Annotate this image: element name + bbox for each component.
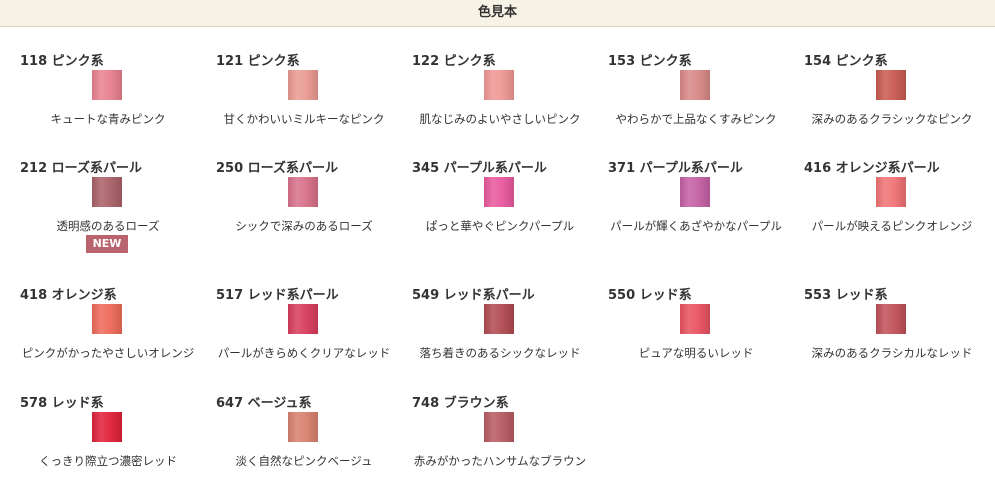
color-label: 345 パープル系パール bbox=[412, 161, 547, 176]
color-swatch bbox=[92, 177, 122, 207]
color-description: 透明感のあるローズ bbox=[56, 219, 160, 233]
color-label: 121 ピンク系 bbox=[216, 54, 300, 69]
color-swatch bbox=[876, 70, 906, 100]
color-label: 517 レッド系パール bbox=[216, 288, 339, 303]
new-badge: NEW bbox=[86, 235, 128, 253]
color-description: ピンクがかったやさしいオレンジ bbox=[21, 346, 195, 360]
color-swatch bbox=[92, 412, 122, 442]
color-swatch bbox=[288, 177, 318, 207]
color-swatch bbox=[484, 304, 514, 334]
color-description: キュートな青みピンク bbox=[50, 112, 166, 126]
color-label: 122 ピンク系 bbox=[412, 54, 496, 69]
color-swatch bbox=[876, 177, 906, 207]
color-description: シックで深みのあるローズ bbox=[235, 219, 373, 233]
color-description: くっきり際立つ濃密レッド bbox=[39, 454, 177, 468]
color-swatch bbox=[680, 177, 710, 207]
color-description: ピュアな明るいレッド bbox=[638, 346, 754, 360]
color-description: 肌なじみのよいやさしいピンク bbox=[419, 112, 581, 126]
color-swatch bbox=[484, 412, 514, 442]
color-item: 154 ピンク系深みのあるクラシックなピンク bbox=[794, 50, 990, 150]
color-swatch bbox=[680, 70, 710, 100]
color-description: パールが映えるピンクオレンジ bbox=[811, 219, 973, 233]
color-swatch bbox=[288, 304, 318, 334]
color-description: パールが輝くあざやかなパープル bbox=[610, 219, 782, 233]
color-item: 153 ピンク系やわらかで上品なくすみピンク bbox=[598, 50, 794, 150]
color-swatch bbox=[876, 304, 906, 334]
color-description: やわらかで上品なくすみピンク bbox=[615, 112, 777, 126]
color-label: 748 ブラウン系 bbox=[412, 396, 509, 411]
color-item: 371 パープル系パールパールが輝くあざやかなパープル bbox=[598, 157, 794, 257]
color-item: 553 レッド系深みのあるクラシカルなレッド bbox=[794, 284, 990, 384]
color-label: 549 レッド系パール bbox=[412, 288, 535, 303]
color-label: 153 ピンク系 bbox=[608, 54, 692, 69]
color-description: 赤みがかったハンサムなブラウン bbox=[413, 454, 587, 468]
color-label: 250 ローズ系パール bbox=[216, 161, 339, 176]
color-item: 550 レッド系ピュアな明るいレッド bbox=[598, 284, 794, 384]
color-item: 418 オレンジ系ピンクがかったやさしいオレンジ bbox=[10, 284, 206, 384]
header-title: 色見本 bbox=[0, 0, 995, 27]
color-label: 418 オレンジ系 bbox=[20, 288, 117, 303]
color-label: 118 ピンク系 bbox=[20, 54, 104, 69]
color-description: 深みのあるクラシックなピンク bbox=[811, 112, 973, 126]
color-description: 甘くかわいいミルキーなピンク bbox=[223, 112, 385, 126]
color-description: 深みのあるクラシカルなレッド bbox=[811, 346, 973, 360]
color-description: パールがきらめくクリアなレッド bbox=[217, 346, 391, 360]
color-item: 549 レッド系パール落ち着きのあるシックなレッド bbox=[402, 284, 598, 384]
color-description: 淡く自然なピンクベージュ bbox=[235, 454, 373, 468]
color-label: 212 ローズ系パール bbox=[20, 161, 143, 176]
color-swatch bbox=[484, 177, 514, 207]
color-label: 416 オレンジ系パール bbox=[804, 161, 940, 176]
color-item: 212 ローズ系パール透明感のあるローズ NEW bbox=[10, 157, 206, 257]
color-description: 落ち着きのあるシックなレッド bbox=[419, 346, 581, 360]
color-swatch bbox=[92, 70, 122, 100]
color-item: 647 ベージュ系淡く自然なピンクベージュ bbox=[206, 392, 402, 492]
color-item: 416 オレンジ系パールパールが映えるピンクオレンジ bbox=[794, 157, 990, 257]
color-swatch bbox=[288, 412, 318, 442]
color-label: 553 レッド系 bbox=[804, 288, 888, 303]
color-item: 578 レッド系くっきり際立つ濃密レッド bbox=[10, 392, 206, 492]
color-swatch bbox=[92, 304, 122, 334]
color-swatch bbox=[484, 70, 514, 100]
color-item: 517 レッド系パールパールがきらめくクリアなレッド bbox=[206, 284, 402, 384]
color-item: 748 ブラウン系赤みがかったハンサムなブラウン bbox=[402, 392, 598, 492]
color-label: 154 ピンク系 bbox=[804, 54, 888, 69]
color-label: 371 パープル系パール bbox=[608, 161, 743, 176]
color-description: ぱっと華やぐピンクパープル bbox=[425, 219, 575, 233]
color-label: 578 レッド系 bbox=[20, 396, 104, 411]
color-item: 121 ピンク系甘くかわいいミルキーなピンク bbox=[206, 50, 402, 150]
color-item: 118 ピンク系キュートな青みピンク bbox=[10, 50, 206, 150]
color-swatch bbox=[680, 304, 710, 334]
color-label: 550 レッド系 bbox=[608, 288, 692, 303]
color-label: 647 ベージュ系 bbox=[216, 396, 312, 411]
color-item: 345 パープル系パールぱっと華やぐピンクパープル bbox=[402, 157, 598, 257]
color-item: 122 ピンク系肌なじみのよいやさしいピンク bbox=[402, 50, 598, 150]
color-item: 250 ローズ系パールシックで深みのあるローズ bbox=[206, 157, 402, 257]
color-swatch bbox=[288, 70, 318, 100]
